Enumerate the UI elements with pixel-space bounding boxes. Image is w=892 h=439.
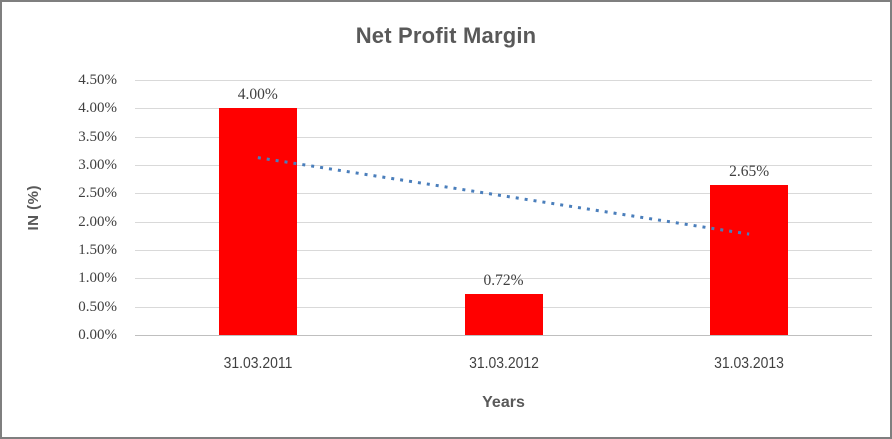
chart-title: Net Profit Margin bbox=[355, 23, 537, 48]
bar bbox=[464, 294, 543, 335]
gridline bbox=[135, 165, 872, 166]
x-tick-label: 31.03.2013 bbox=[714, 355, 785, 372]
plot-area: 4.00% 31.03.2011 0.72% 31.03.2012 2.65% 31.03… bbox=[135, 80, 872, 372]
gridline bbox=[135, 221, 872, 223]
x-axis-line bbox=[135, 335, 872, 336]
trendline bbox=[257, 156, 750, 236]
x-axis-title: Years bbox=[482, 394, 525, 411]
bar bbox=[218, 108, 297, 335]
y-tick-label: 0.50% bbox=[78, 298, 117, 315]
gridline bbox=[135, 278, 872, 280]
y-axis-tick-labels: 4.50% 4.00% 3.50% 3.00% 2.50% 2.00% 1.50% 1.00%… bbox=[2, 72, 120, 343]
y-tick-label: 3.00% bbox=[78, 157, 117, 173]
y-tick-label: 4.50% bbox=[78, 72, 117, 88]
bar-data-label: 4.00% bbox=[237, 86, 278, 104]
gridline bbox=[135, 193, 872, 195]
gridline bbox=[135, 250, 872, 251]
bar bbox=[710, 184, 789, 335]
gridline bbox=[135, 108, 872, 110]
y-tick-label: 2.00% bbox=[78, 213, 117, 230]
y-tick-label: 2.50% bbox=[78, 185, 117, 202]
y-tick-label: 1.00% bbox=[78, 270, 117, 287]
y-tick-label: 1.50% bbox=[78, 242, 117, 258]
bar-data-label: 0.72% bbox=[483, 272, 524, 290]
gridline bbox=[135, 80, 872, 81]
y-tick-label: 4.00% bbox=[78, 100, 117, 117]
x-tick-label: 31.03.2011 bbox=[223, 355, 293, 372]
gridline bbox=[135, 136, 872, 138]
y-tick-label: 0.00% bbox=[78, 327, 117, 343]
x-tick-label: 31.03.2012 bbox=[468, 355, 539, 372]
y-tick-label: 3.50% bbox=[78, 128, 117, 145]
bar-data-label: 2.65% bbox=[729, 162, 770, 180]
